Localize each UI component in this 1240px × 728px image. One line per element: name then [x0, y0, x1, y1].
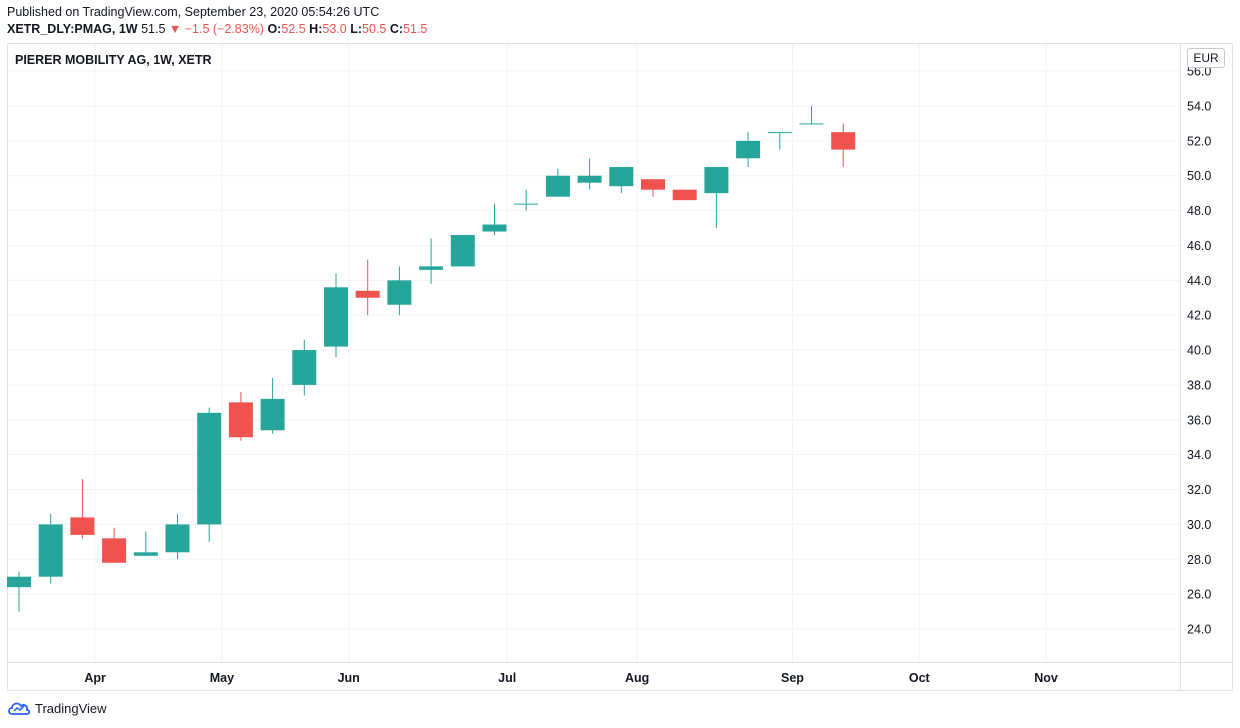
x-tick-label: Sep	[781, 671, 804, 685]
candle-body	[641, 179, 665, 190]
candle-body	[831, 132, 856, 150]
low-label: L:	[350, 22, 363, 36]
candle-body	[577, 175, 602, 183]
candle-body	[133, 552, 158, 556]
high-label: H:	[309, 22, 323, 36]
currency-badge[interactable]: EUR	[1187, 48, 1225, 68]
candle-body	[609, 167, 634, 187]
candle-body	[450, 235, 475, 267]
x-tick-label: Oct	[909, 671, 931, 685]
y-tick-label: 28.0	[1187, 553, 1211, 567]
y-tick-label: 40.0	[1187, 344, 1211, 358]
y-tick-label: 38.0	[1187, 378, 1211, 392]
price-change: −1.5 (−2.83%)	[184, 22, 264, 36]
published-info: Published on TradingView.com, September …	[7, 5, 380, 19]
candle-body	[545, 175, 570, 197]
ohlc-legend: XETR_DLY:PMAG, 1W 51.5 ▼ −1.5 (−2.83%) O…	[7, 22, 427, 36]
close-value: 51.5	[403, 22, 428, 36]
y-tick-label: 52.0	[1187, 134, 1211, 148]
low-value: 50.5	[362, 22, 387, 36]
x-tick-label: Nov	[1034, 671, 1058, 685]
open-label: O:	[267, 22, 282, 36]
x-tick-label: Jul	[498, 671, 516, 685]
candle-body	[514, 203, 539, 205]
chart-title: PIERER MOBILITY AG, 1W, XETR	[15, 53, 212, 67]
x-tick-label: Apr	[84, 671, 106, 685]
chart-frame[interactable]	[7, 43, 1233, 691]
open-value: 52.5	[281, 22, 306, 36]
y-tick-label: 24.0	[1187, 623, 1211, 637]
y-tick-label: 54.0	[1187, 100, 1211, 114]
candle-body	[102, 538, 127, 563]
candle-body	[292, 350, 317, 385]
candle-body	[70, 517, 95, 535]
candle-body	[419, 266, 444, 270]
candle-body	[704, 167, 729, 194]
x-tick-label: May	[210, 671, 234, 685]
y-tick-label: 48.0	[1187, 204, 1211, 218]
down-arrow-icon: ▼	[168, 22, 182, 36]
x-tick-label: Jun	[338, 671, 360, 685]
symbol-label: XETR_DLY:PMAG, 1W	[7, 22, 138, 36]
candle-body	[260, 398, 285, 431]
y-tick-label: 26.0	[1187, 588, 1211, 602]
y-tick-label: 32.0	[1187, 483, 1211, 497]
y-tick-label: 42.0	[1187, 309, 1211, 323]
candle-body	[197, 412, 222, 525]
candle-body	[38, 524, 63, 577]
tradingview-cloud-icon	[8, 702, 31, 715]
tradingview-logo[interactable]: TradingView	[7, 700, 107, 716]
candle-body	[672, 189, 697, 201]
candle-body	[482, 224, 507, 232]
y-tick-label: 50.0	[1187, 169, 1211, 183]
y-tick-label: 56.0	[1187, 65, 1211, 79]
y-tick-label: 30.0	[1187, 518, 1211, 532]
candle-body	[228, 402, 253, 438]
candle-body	[767, 132, 792, 134]
y-tick-label: 36.0	[1187, 413, 1211, 427]
x-tick-label: Aug	[625, 671, 649, 685]
high-value: 53.0	[322, 22, 347, 36]
candle-body	[736, 140, 761, 159]
y-tick-label: 34.0	[1187, 448, 1211, 462]
tradingview-brand: TradingView	[35, 700, 107, 716]
close-label: C:	[389, 22, 404, 36]
candle-body	[799, 123, 824, 125]
candle-body	[387, 280, 412, 305]
y-tick-label: 44.0	[1187, 274, 1211, 288]
candle-body	[324, 287, 348, 347]
candle-body	[7, 576, 31, 588]
candle-body	[165, 524, 190, 553]
candle-body	[355, 290, 380, 298]
last-price: 51.5	[141, 22, 166, 36]
y-tick-label: 46.0	[1187, 239, 1211, 253]
